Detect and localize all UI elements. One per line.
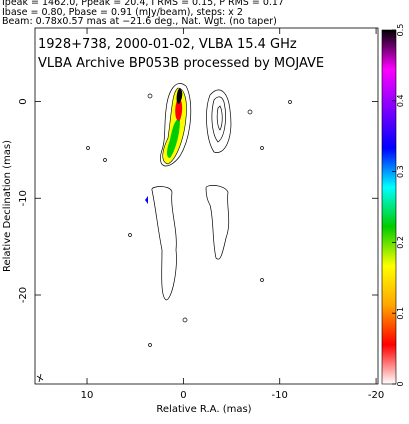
x-tick-label: 10 (81, 390, 94, 401)
beam (36, 373, 44, 383)
y-tick-label: -10 (18, 190, 29, 206)
colorbar-tick-label: 0.5 (396, 24, 405, 37)
colorbar-tick-label: 0.1 (396, 307, 405, 320)
x-axis-label: Relative R.A. (mas) (156, 404, 251, 415)
colorbar (381, 29, 397, 385)
header-line: Ibase = 0.80, Pbase = 0.91 (mJy/beam), s… (2, 7, 243, 18)
colorbar-tick-label: 0 (396, 381, 405, 386)
header-line: Beam: 0.78x0.57 mas at −21.6 deg., Nat. … (2, 16, 277, 27)
header-line: Ipeak = 1462.0, Ppeak = 20.4, I RMS = 0.… (2, 0, 284, 8)
contours (86, 83, 292, 347)
colorbar-tick-label: 0.3 (396, 165, 405, 178)
y-axis-label: Relative Declination (mas) (2, 140, 13, 272)
y-tick-label: 0 (18, 98, 29, 104)
annotation: 1928+738, 2000-01-02, VLBA 15.4 GHz (38, 37, 297, 52)
x-tick-label: 0 (180, 390, 186, 401)
x-tick-label: -20 (368, 390, 384, 401)
y-tick-label: -20 (18, 287, 29, 303)
colorbar-tick-label: 0.2 (396, 236, 405, 249)
annotation: VLBA Archive BP053B processed by MOJAVE (38, 56, 324, 71)
colorbar-tick-label: 0.4 (396, 94, 405, 107)
plot-frame (34, 27, 379, 385)
x-tick-label: -10 (272, 390, 288, 401)
